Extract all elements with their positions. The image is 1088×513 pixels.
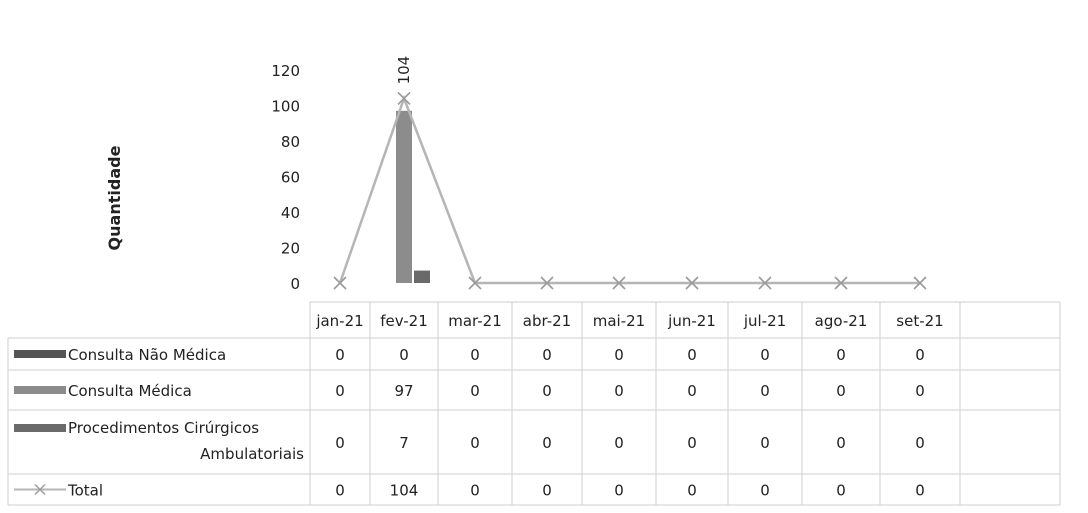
cell-consulta-medica-jun-21: 0 [687,382,697,400]
cell-procedimentos-cirurgicos-ambulatoriais-mar-21: 0 [470,434,480,452]
legend-label-procedimentos-cirurgicos-ambulatoriais: Procedimentos Cirúrgicos Ambulatoriais [68,419,304,463]
y-tick-label: 80 [281,133,300,151]
point-total-ago-21 [834,276,848,290]
cell-consulta-nao-medica-ago-21: 0 [836,346,846,364]
legend-label-consulta-medica: Consulta Médica [68,382,192,400]
cell-consulta-medica-mar-21: 0 [470,382,480,400]
x-tick-label: jul-21 [743,312,786,330]
legend-key-consulta-medica [14,386,66,394]
cell-total-mai-21: 0 [614,482,624,500]
point-total-mar-21 [468,276,482,290]
cell-consulta-medica-abr-21: 0 [542,382,552,400]
cell-consulta-nao-medica-jan-21: 0 [335,346,345,364]
y-tick-label: 0 [290,275,300,293]
cell-total-jan-21: 0 [335,482,345,500]
y-tick-label: 40 [281,204,300,222]
bar-consulta-medica-fev-21 [396,110,412,283]
x-tick-label: jan-21 [315,312,363,330]
legend-label-total: Total [67,482,103,500]
cell-procedimentos-cirurgicos-ambulatoriais-mai-21: 0 [614,434,624,452]
cell-total-set-21: 0 [915,482,925,500]
cell-procedimentos-cirurgicos-ambulatoriais-ago-21: 0 [836,434,846,452]
cell-consulta-medica-jul-21: 0 [760,382,770,400]
x-tick-label: ago-21 [815,312,868,330]
cell-consulta-medica-fev-21: 97 [394,382,413,400]
cell-consulta-nao-medica-set-21: 0 [915,346,925,364]
cell-total-ago-21: 0 [836,482,846,500]
cell-consulta-nao-medica-fev-21: 0 [399,346,409,364]
cell-procedimentos-cirurgicos-ambulatoriais-jun-21: 0 [687,434,697,452]
cell-total-jul-21: 0 [760,482,770,500]
cell-procedimentos-cirurgicos-ambulatoriais-jul-21: 0 [760,434,770,452]
cell-consulta-nao-medica-mai-21: 0 [614,346,624,364]
x-tick-label: mar-21 [448,312,502,330]
legend-label-line: Ambulatoriais [200,445,304,463]
line-total [338,94,920,285]
x-tick-label: jun-21 [667,312,716,330]
point-total-fev-21 [397,91,411,105]
y-tick-label: 20 [281,240,300,258]
cell-consulta-nao-medica-abr-21: 0 [542,346,552,364]
cell-total-fev-21: 104 [390,482,419,500]
cell-total-mar-21: 0 [470,482,480,500]
data-label-fev-21: 104 [395,56,413,85]
y-axis-label: Quantidade [105,145,124,250]
point-total-set-21 [913,276,927,290]
cell-total-jun-21: 0 [687,482,697,500]
legend-key-consulta-nao-medica [14,350,66,358]
cell-procedimentos-cirurgicos-ambulatoriais-jan-21: 0 [335,434,345,452]
cell-consulta-nao-medica-mar-21: 0 [470,346,480,364]
y-tick-label: 100 [271,98,300,116]
legend-label-line: Procedimentos Cirúrgicos [68,419,259,437]
cell-consulta-medica-set-21: 0 [915,382,925,400]
y-tick-label: 60 [281,169,300,187]
cell-procedimentos-cirurgicos-ambulatoriais-abr-21: 0 [542,434,552,452]
bar-procedimentos-cirurgicos-ambulatoriais-fev-21 [414,270,430,283]
point-total-abr-21 [540,276,554,290]
x-tick-label: mai-21 [593,312,645,330]
y-tick-label: 120 [271,62,300,80]
legend-label-consulta-nao-medica: Consulta Não Médica [68,346,226,364]
cell-total-abr-21: 0 [542,482,552,500]
point-total-jun-21 [685,276,699,290]
cell-procedimentos-cirurgicos-ambulatoriais-set-21: 0 [915,434,925,452]
x-tick-label: set-21 [896,312,943,330]
point-total-mai-21 [612,276,626,290]
cell-consulta-nao-medica-jul-21: 0 [760,346,770,364]
cell-consulta-nao-medica-jun-21: 0 [687,346,697,364]
cell-procedimentos-cirurgicos-ambulatoriais-fev-21: 7 [399,434,409,452]
point-total-jan-21 [333,276,347,290]
legend-marker-total [34,484,46,495]
cell-consulta-medica-mai-21: 0 [614,382,624,400]
legend-key-procedimentos-cirurgicos-ambulatoriais [14,424,66,432]
x-tick-label: abr-21 [523,312,571,330]
x-tick-label: fev-21 [380,312,427,330]
cell-consulta-medica-jan-21: 0 [335,382,345,400]
cell-consulta-medica-ago-21: 0 [836,382,846,400]
point-total-jul-21 [758,276,772,290]
